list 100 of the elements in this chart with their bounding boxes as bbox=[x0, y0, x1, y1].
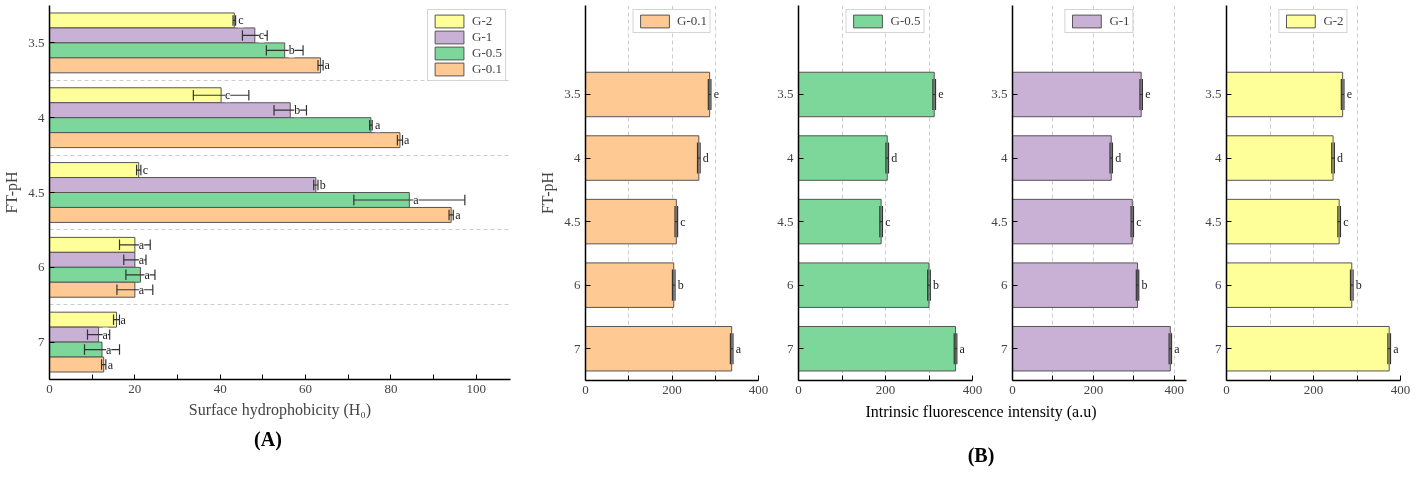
x-tick-label: 0 bbox=[1009, 381, 1016, 397]
x-tick-label: 200 bbox=[1083, 381, 1104, 397]
y-tick-label: 4.5 bbox=[1205, 213, 1222, 229]
data-label: e bbox=[713, 87, 719, 102]
y-tick-label: 6 bbox=[38, 259, 45, 275]
data-label: d bbox=[702, 151, 709, 166]
bar bbox=[798, 325, 957, 372]
y-tick-label: 4 bbox=[574, 150, 581, 166]
legend-label: G-1 bbox=[472, 29, 493, 45]
bar bbox=[585, 71, 711, 118]
bar bbox=[798, 198, 882, 245]
x-tick-label: 40 bbox=[213, 380, 227, 396]
x-axis-title: Intrinsic fluorescence intensity (a.u) bbox=[865, 402, 1097, 423]
data-label: a bbox=[138, 282, 145, 297]
data-label: c bbox=[258, 28, 265, 43]
x-tick-label: 400 bbox=[748, 381, 769, 397]
y-tick-label: 4 bbox=[1215, 150, 1222, 166]
bar bbox=[1226, 262, 1353, 308]
x-tick-label: 400 bbox=[1164, 381, 1185, 397]
data-label: b bbox=[677, 278, 684, 293]
y-tick-label: 3.5 bbox=[777, 86, 794, 102]
data-label: c bbox=[680, 214, 686, 229]
y-tick-label: 3.5 bbox=[1205, 86, 1222, 102]
bar bbox=[1226, 135, 1334, 181]
data-label: b bbox=[319, 178, 326, 193]
x-tick-label: 400 bbox=[962, 381, 983, 397]
x-tick-label: 200 bbox=[875, 381, 896, 397]
bar bbox=[1012, 325, 1171, 372]
y-tick-label: 4.5 bbox=[28, 184, 45, 200]
y-tick-label: 4.5 bbox=[564, 213, 581, 229]
bar bbox=[1012, 71, 1142, 118]
bar bbox=[1226, 325, 1390, 372]
data-label: e bbox=[938, 87, 944, 102]
legend-label: G-2 bbox=[472, 13, 493, 29]
data-label: a bbox=[138, 237, 145, 252]
x-tick-label: 60 bbox=[299, 380, 313, 396]
data-label: b bbox=[933, 278, 939, 293]
bar bbox=[798, 262, 930, 308]
data-label: a bbox=[106, 342, 112, 357]
bar bbox=[585, 325, 733, 372]
data-label: b bbox=[294, 103, 301, 118]
data-label: c bbox=[225, 88, 231, 103]
x-tick-label: 20 bbox=[128, 380, 142, 396]
data-label: a bbox=[324, 58, 331, 73]
y-tick-label: 4 bbox=[1001, 150, 1008, 166]
x-axis-title: Surface hydrophobicity (H₀) bbox=[188, 400, 372, 419]
data-label: c bbox=[1136, 214, 1142, 229]
data-label: e bbox=[1346, 87, 1352, 102]
y-tick-label: 7 bbox=[38, 334, 45, 350]
data-label: c bbox=[142, 163, 149, 178]
legend-label: G-2 bbox=[1323, 13, 1344, 29]
data-label: b bbox=[1355, 278, 1362, 293]
data-label: a bbox=[107, 357, 114, 372]
data-label: b bbox=[288, 43, 295, 58]
y-tick-label: 4 bbox=[38, 109, 45, 125]
text: (B) bbox=[967, 443, 995, 469]
data-label: a bbox=[959, 341, 966, 356]
y-tick-label: 4.5 bbox=[777, 213, 794, 229]
data-label: d bbox=[1337, 151, 1344, 166]
y-tick-label: 6 bbox=[1215, 277, 1222, 293]
data-label: a bbox=[1393, 341, 1400, 356]
x-tick-label: 80 bbox=[384, 380, 398, 396]
y-tick-label: 6 bbox=[574, 277, 581, 293]
x-tick-label: 0 bbox=[795, 381, 802, 397]
data-label: b bbox=[1141, 278, 1148, 293]
legend-label: G-1 bbox=[1109, 13, 1130, 29]
x-tick-label: 0 bbox=[46, 380, 53, 396]
data-label: a bbox=[413, 192, 420, 207]
y-tick-label: 6 bbox=[787, 277, 794, 293]
x-tick-label: 200 bbox=[1303, 381, 1324, 397]
data-label: c bbox=[885, 214, 891, 229]
y-tick-label: 3.5 bbox=[564, 86, 581, 102]
data-label: d bbox=[891, 151, 898, 166]
x-tick-label: 200 bbox=[662, 381, 682, 397]
data-label: a bbox=[120, 312, 127, 327]
x-tick-label: 400 bbox=[1390, 381, 1411, 397]
y-tick-label: 7 bbox=[1215, 340, 1222, 356]
data-label: a bbox=[403, 133, 410, 148]
y-tick-label: 7 bbox=[1001, 340, 1008, 356]
x-tick-label: 100 bbox=[466, 380, 487, 396]
y-tick-label: 4.5 bbox=[991, 213, 1008, 229]
text: (A) bbox=[254, 427, 282, 453]
x-tick-label: 0 bbox=[1223, 381, 1230, 397]
legend-label: G-0.5 bbox=[890, 13, 921, 29]
text: G-0.1 bbox=[677, 13, 707, 29]
bar bbox=[1012, 262, 1139, 308]
y-tick-label: 6 bbox=[1001, 277, 1008, 293]
bar bbox=[1226, 71, 1344, 118]
y-axis-title: FT-pH bbox=[3, 171, 22, 214]
bar bbox=[1012, 135, 1112, 181]
data-label: c bbox=[238, 13, 244, 28]
data-label: a bbox=[374, 118, 381, 133]
data-label: a bbox=[138, 252, 145, 267]
bar bbox=[585, 135, 700, 181]
bar bbox=[1226, 198, 1340, 245]
data-label: d bbox=[1115, 151, 1122, 166]
data-label: a bbox=[735, 341, 742, 356]
x-tick-label: 0 bbox=[582, 381, 589, 397]
y-tick-label: 7 bbox=[574, 340, 581, 356]
bar bbox=[798, 71, 935, 118]
